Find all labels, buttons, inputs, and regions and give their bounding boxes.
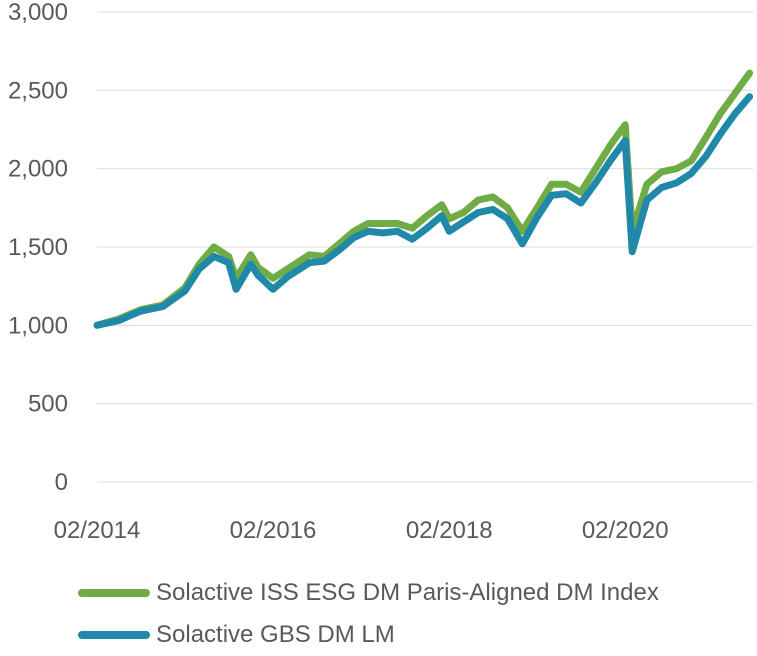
x-axis: 02/2014 02/2016 02/2018 02/2020 [54,517,669,544]
y-tick-label: 3,000 [8,0,68,26]
y-tick-label: 1,500 [8,234,68,261]
legend-item-paris-aligned: Solactive ISS ESG DM Paris-Aligned DM In… [78,572,659,614]
y-tick-label: 2,500 [8,77,68,104]
legend-label-gbs-dm-lm: Solactive GBS DM LM [156,621,395,648]
gridlines [97,11,753,483]
legend-item-gbs-dm-lm: Solactive GBS DM LM [78,614,659,656]
x-tick-label: 02/2014 [54,517,141,544]
x-tick-label: 02/2018 [406,517,493,544]
legend-swatch-gbs-dm-lm [78,631,150,639]
series-lines [93,69,754,329]
legend-swatch-paris-aligned [78,589,150,597]
x-tick-label: 02/2016 [230,517,317,544]
y-tick-label: 500 [28,391,68,418]
x-tick-label: 02/2020 [582,517,669,544]
y-tick-label: 2,000 [8,156,68,183]
legend-label-paris-aligned: Solactive ISS ESG DM Paris-Aligned DM In… [156,579,659,606]
y-axis: 0 500 1,000 1,500 2,000 2,500 3,000 [8,0,68,496]
series-line-gbs-dm-lm [93,93,754,329]
legend: Solactive ISS ESG DM Paris-Aligned DM In… [78,572,659,656]
y-tick-label: 1,000 [8,312,68,339]
y-tick-label: 0 [55,469,68,496]
